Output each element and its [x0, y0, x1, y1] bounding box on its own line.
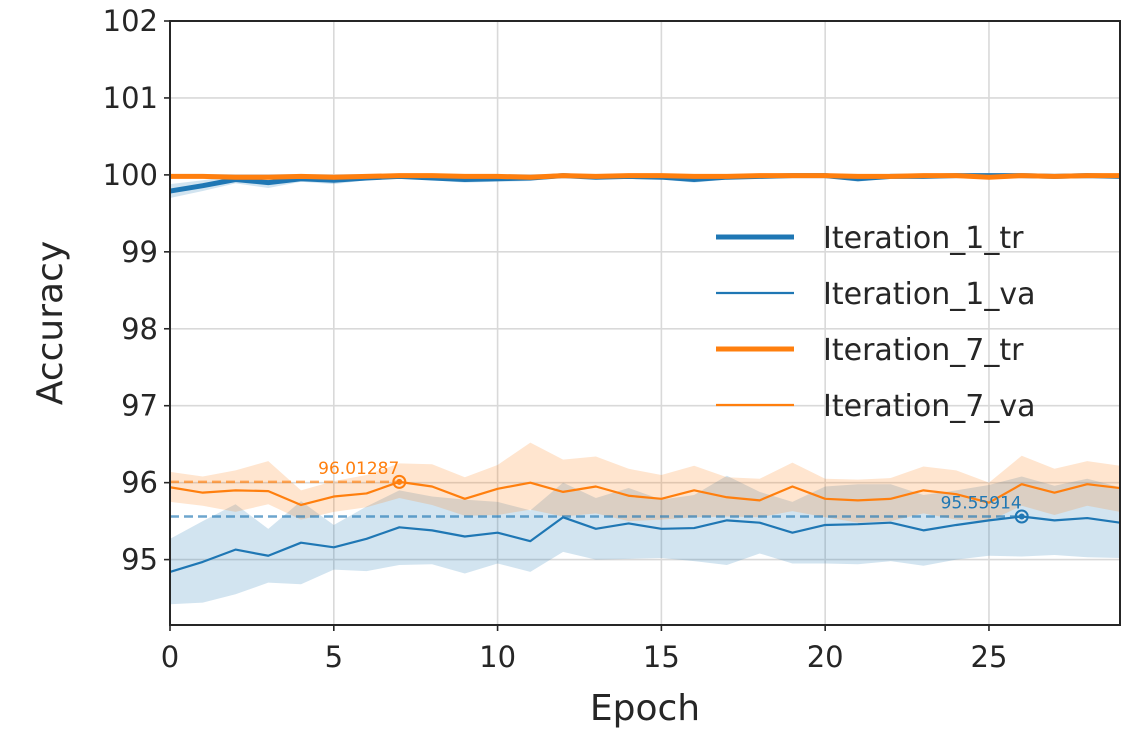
- x-tick-label: 15: [643, 640, 680, 674]
- axis-ticks: 0 5 10 15 20 25 95 96 97 98 99 100 101 102: [103, 4, 1008, 674]
- best-value-label: 95.55914: [941, 494, 1022, 514]
- legend-label: Iteration_7_va: [823, 389, 1035, 424]
- best-marker-dot: [1018, 513, 1025, 520]
- x-tick-label: 25: [971, 640, 1008, 674]
- best-marker: [392, 474, 407, 489]
- x-axis-title: Epoch: [590, 688, 700, 729]
- legend-label: Iteration_1_tr: [823, 221, 1024, 256]
- y-tick-label: 99: [121, 235, 158, 269]
- y-tick-label: 95: [121, 543, 158, 577]
- y-tick-label: 97: [121, 389, 158, 423]
- x-tick-label: 10: [479, 640, 516, 674]
- legend-label: Iteration_1_va: [823, 277, 1035, 312]
- best-marker: [1014, 509, 1029, 524]
- legend-label: Iteration_7_tr: [823, 333, 1024, 368]
- series-line-Iteration_1_va: [169, 515, 1121, 573]
- series-band-Iteration_1_va: [170, 475, 1120, 605]
- legend: Iteration_1_tr Iteration_1_va Iteration_7_…: [716, 221, 1035, 424]
- y-tick-label: 98: [121, 312, 158, 346]
- y-tick-label: 102: [103, 4, 158, 38]
- plot-frame: [169, 20, 1121, 626]
- y-axis-title: Accuracy: [30, 241, 71, 405]
- best-value-markers: 95.55914 96.01287: [318, 459, 1029, 524]
- y-tick-label: 101: [103, 81, 158, 115]
- y-tick-label: 96: [121, 466, 158, 500]
- best-value-lines: [170, 480, 1022, 518]
- x-tick-label: 0: [161, 640, 179, 674]
- series-band-Iteration_7_va: [170, 442, 1120, 523]
- x-tick-label: 20: [807, 640, 844, 674]
- series-line-Iteration_7_tr: [170, 173, 1120, 180]
- best-value-label: 96.01287: [318, 459, 399, 479]
- y-tick-label: 100: [103, 158, 158, 192]
- series-lines: [169, 173, 1121, 573]
- series-line-Iteration_7_va: [169, 480, 1121, 507]
- x-tick-label: 5: [325, 640, 343, 674]
- best-marker-dot: [396, 478, 403, 485]
